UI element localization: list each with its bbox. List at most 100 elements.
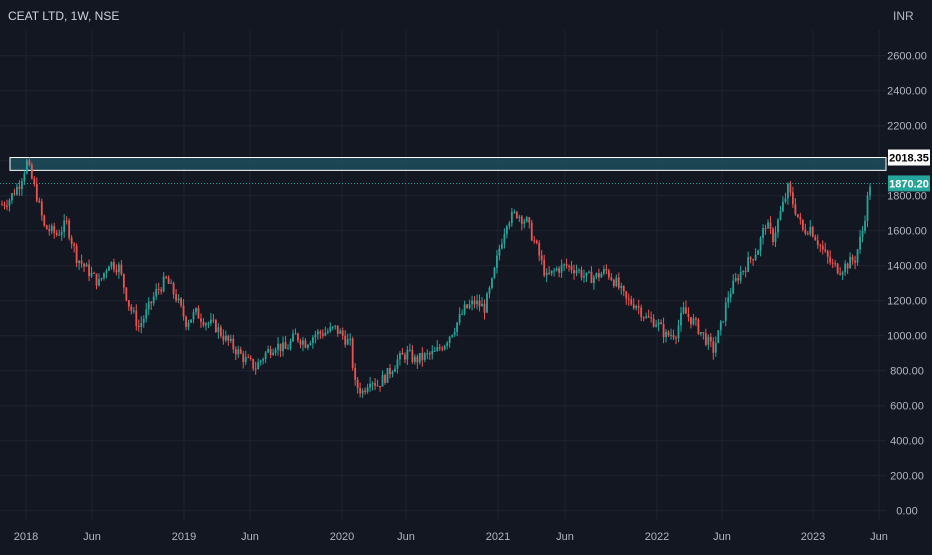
candle-body bbox=[346, 339, 349, 345]
candle-body bbox=[217, 327, 220, 333]
candle-body bbox=[583, 276, 585, 278]
candle-body bbox=[336, 325, 339, 334]
candle-body bbox=[147, 301, 150, 310]
candle-body bbox=[476, 300, 478, 305]
candle-body bbox=[180, 298, 182, 306]
candle-body bbox=[239, 349, 242, 354]
candle-body bbox=[150, 301, 153, 304]
candle-body bbox=[416, 356, 419, 363]
candle-body bbox=[38, 200, 41, 202]
candle-body bbox=[478, 300, 481, 307]
x-tick-label: Jun bbox=[397, 531, 415, 543]
candle-body bbox=[40, 201, 43, 216]
candle-body bbox=[488, 287, 491, 294]
candle-body bbox=[600, 273, 603, 278]
candle-body bbox=[381, 374, 384, 387]
price-axis[interactable]: 2600.002400.002200.002000.001800.001600.… bbox=[887, 51, 927, 518]
x-tick-label: 2023 bbox=[801, 531, 825, 543]
resistance-zone[interactable] bbox=[9, 157, 887, 171]
candle-body bbox=[593, 277, 595, 284]
candle-body bbox=[55, 232, 58, 235]
candle-body bbox=[50, 225, 53, 232]
x-tick-label: Jun bbox=[870, 531, 888, 543]
candle-body bbox=[28, 160, 31, 165]
candle-body bbox=[699, 332, 702, 334]
candle-body bbox=[63, 220, 66, 232]
candle-body bbox=[80, 260, 83, 264]
candle-body bbox=[732, 280, 735, 294]
candle-body bbox=[540, 255, 543, 260]
candle-body bbox=[177, 298, 180, 301]
candle-body bbox=[269, 349, 272, 355]
candle-body bbox=[520, 216, 523, 224]
candle-body bbox=[408, 349, 411, 351]
candle-body bbox=[58, 234, 61, 236]
candle-body bbox=[538, 243, 541, 256]
candle-body bbox=[610, 277, 613, 281]
candle-body bbox=[869, 186, 871, 196]
candle-body bbox=[85, 264, 88, 267]
candle-body bbox=[93, 272, 95, 274]
candle-body bbox=[563, 264, 565, 266]
candle-body bbox=[784, 198, 787, 202]
candle-body bbox=[83, 263, 85, 267]
candle-body bbox=[687, 313, 690, 317]
candle-body bbox=[607, 270, 610, 278]
candle-body bbox=[185, 316, 187, 327]
currency-label: INR bbox=[893, 9, 914, 23]
candle-body bbox=[413, 356, 416, 362]
candle-body bbox=[458, 314, 461, 323]
candle-body bbox=[43, 215, 46, 226]
x-tick-label: 2022 bbox=[645, 531, 669, 543]
candle-body bbox=[227, 335, 230, 341]
candle-body bbox=[839, 273, 842, 275]
y-tick-label: 400.00 bbox=[890, 436, 924, 448]
candle-body bbox=[386, 368, 389, 383]
candle-body bbox=[319, 331, 322, 334]
candle-body bbox=[722, 321, 725, 323]
candle-body bbox=[302, 340, 304, 345]
candle-body bbox=[75, 245, 78, 264]
candle-body bbox=[316, 331, 319, 335]
candle-body bbox=[396, 359, 399, 369]
candle-body bbox=[598, 273, 600, 278]
time-axis[interactable]: 2018 Jun 2019 Jun 2020 Jun 2021 Jun 2022 Jun 2023 J… bbox=[14, 531, 888, 543]
candle-body bbox=[734, 278, 737, 281]
candle-body bbox=[98, 279, 100, 286]
candle-body bbox=[568, 265, 570, 267]
candle-body bbox=[617, 277, 620, 288]
candle-body bbox=[697, 319, 700, 334]
candle-body bbox=[503, 234, 506, 244]
candle-body bbox=[311, 337, 314, 344]
candle-body bbox=[45, 225, 48, 230]
candle-body bbox=[769, 222, 772, 229]
candle-body bbox=[130, 306, 133, 311]
candle-body bbox=[282, 342, 284, 352]
candle-body bbox=[548, 272, 551, 274]
candle-body bbox=[242, 353, 245, 362]
candle-body bbox=[829, 256, 832, 263]
candle-body bbox=[366, 387, 369, 393]
candle-body bbox=[105, 270, 108, 273]
candle-body bbox=[334, 325, 337, 327]
symbol-title[interactable]: CEAT LTD, 1W, NSE bbox=[8, 9, 119, 23]
candle-body bbox=[446, 342, 449, 346]
candle-body bbox=[376, 385, 379, 387]
candle-body bbox=[463, 304, 466, 314]
candle-body bbox=[791, 192, 794, 205]
candle-body bbox=[588, 271, 590, 273]
candle-body bbox=[530, 222, 533, 241]
candle-body bbox=[23, 173, 26, 182]
candle-body bbox=[401, 352, 404, 355]
candle-body bbox=[665, 331, 667, 338]
candle-body bbox=[742, 270, 745, 273]
y-tick-label: 1000.00 bbox=[887, 331, 927, 343]
candle-body bbox=[257, 362, 260, 370]
candle-body bbox=[555, 268, 558, 271]
candle-body bbox=[428, 353, 431, 355]
resistance-zone-layer[interactable] bbox=[0, 157, 887, 184]
candle-body bbox=[222, 335, 225, 341]
candle-body bbox=[237, 349, 240, 355]
